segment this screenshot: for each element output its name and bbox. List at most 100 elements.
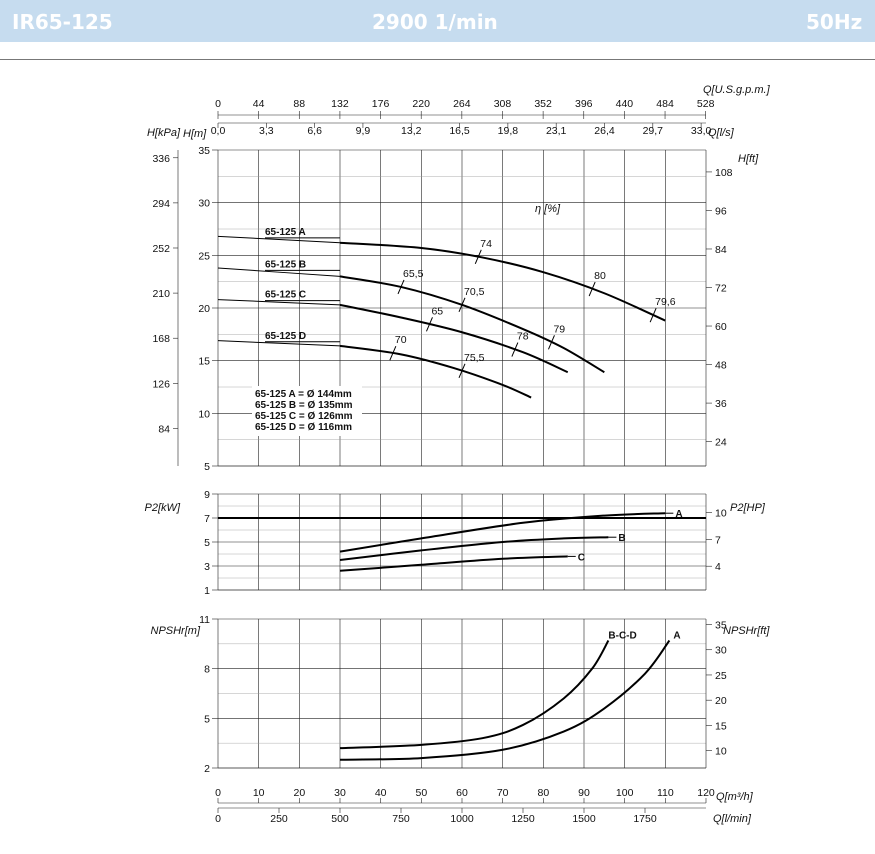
ls-tick-label: 13,2	[401, 125, 422, 137]
ls-tick-label: 29,7	[643, 125, 664, 137]
m3h-tick-label: 50	[415, 787, 427, 799]
npsh-axis-label: NPSHr[m]	[151, 625, 201, 637]
diameter-legend-item: 65-125 A = Ø 144mm	[255, 389, 352, 400]
npsh-ft-tick-label: 15	[715, 720, 727, 732]
frequency-title: 50Hz	[806, 10, 863, 34]
power-ytick-label: 5	[204, 537, 210, 549]
efficiency-tick	[458, 297, 466, 313]
power-curve-B	[339, 536, 609, 561]
npsh-ft-tick-label: 10	[715, 746, 727, 758]
ls-tick-label: 0,0	[211, 125, 226, 137]
hp-tick-label: 10	[715, 508, 727, 520]
efficiency-value: 65	[431, 305, 443, 317]
ls-tick-label: 6,6	[307, 125, 322, 137]
usgpm-tick-label: 396	[575, 98, 593, 110]
efficiency-value: 70	[395, 334, 407, 346]
m3h-tick-label: 30	[334, 787, 346, 799]
diameter-legend-item: 65-125 D = Ø 116mm	[255, 422, 352, 433]
efficiency-label: η [%]	[535, 203, 561, 215]
m3h-tick-label: 70	[497, 787, 509, 799]
npsh-curve-B-C-D	[339, 640, 610, 750]
head-curve-thin-65-125-C	[217, 299, 341, 306]
efficiency-tick	[426, 317, 433, 332]
head-axis-label: H[m]	[183, 128, 207, 140]
ls-tick-label: 26,4	[594, 125, 615, 137]
head-curve-65-125-D	[339, 344, 532, 399]
diameter-legend-box	[252, 386, 362, 436]
ls-axis-label: Q[l/s]	[708, 127, 735, 139]
ft-tick-label: 24	[715, 437, 727, 449]
head-ytick-label-m: 20	[198, 303, 210, 315]
power-curve-A	[339, 512, 666, 553]
power-series-label: C	[578, 552, 585, 563]
ls-tick-label: 23,1	[546, 125, 567, 137]
ft-tick-label: 84	[715, 244, 727, 256]
npsh-series-label: B-C-D	[608, 631, 636, 642]
ls-tick-label: 3,3	[259, 125, 274, 137]
diameter-legend-item: 65-125 C = Ø 126mm	[255, 411, 353, 422]
npsh-ft-tick-label: 30	[715, 645, 727, 657]
m3h-axis-label: Q[m³/h]	[716, 791, 754, 803]
ft-axis-label: H[ft]	[738, 153, 759, 165]
hp-tick-label: 7	[715, 534, 721, 546]
efficiency-value: 75,5	[464, 352, 485, 364]
head-series-label: 65-125 C	[265, 290, 306, 301]
usgpm-tick-label: 44	[253, 98, 265, 110]
m3h-tick-label: 110	[657, 787, 674, 799]
lmin-axis-label: Q[l/min]	[713, 813, 752, 825]
efficiency-tick	[548, 335, 555, 350]
efficiency-tick	[588, 281, 596, 297]
m3h-tick-label: 60	[456, 787, 468, 799]
hp-tick-label: 4	[715, 561, 721, 573]
head-curve-thin-65-125-A	[217, 235, 341, 244]
head-ytick-label-m: 25	[198, 250, 210, 262]
kpa-tick-label: 294	[152, 198, 170, 210]
head-ytick-label-m: 15	[198, 356, 210, 368]
kpa-tick-label: 336	[152, 153, 170, 165]
lmin-tick-label: 0	[215, 813, 221, 825]
ls-tick-label: 33,0	[691, 125, 712, 137]
m3h-tick-label: 10	[253, 787, 265, 799]
m3h-tick-label: 100	[616, 787, 634, 799]
m3h-tick-label: 20	[293, 787, 305, 799]
model-title: IR65-125	[12, 10, 113, 34]
usgpm-tick-label: 484	[656, 98, 674, 110]
efficiency-value: 70,5	[464, 286, 485, 298]
usgpm-axis-label: Q[U.S.g.p.m.]	[703, 84, 771, 96]
kpa-tick-label: 126	[152, 378, 170, 390]
ls-tick-label: 19,8	[498, 125, 519, 137]
ls-tick-label: 16,5	[449, 125, 470, 137]
ft-tick-label: 48	[715, 360, 727, 372]
power-ytick-label: 7	[204, 513, 210, 525]
npsh-curve-A	[339, 639, 671, 761]
efficiency-value: 74	[480, 238, 492, 250]
ls-tick-label: 9,9	[356, 125, 371, 137]
head-curve-thin-65-125-B	[217, 267, 341, 277]
power-series-label: A	[675, 509, 682, 520]
power-ytick-label: 3	[204, 561, 210, 573]
ft-tick-label: 96	[715, 205, 727, 217]
head-series-label: 65-125 A	[265, 227, 306, 238]
ft-tick-label: 72	[715, 283, 727, 295]
head-ytick-label-m: 5	[204, 461, 210, 473]
kpa-tick-label: 210	[152, 288, 170, 300]
usgpm-tick-label: 308	[494, 98, 512, 110]
lmin-tick-label: 500	[331, 813, 349, 825]
m3h-tick-label: 120	[697, 787, 715, 799]
lmin-tick-label: 250	[270, 813, 288, 825]
npsh-ytick-label: 8	[204, 664, 210, 676]
kpa-tick-label: 252	[152, 243, 170, 255]
efficiency-tick	[458, 363, 466, 379]
head-series-label: 65-125 B	[265, 259, 306, 270]
lmin-tick-label: 750	[392, 813, 410, 825]
m3h-tick-label: 90	[578, 787, 590, 799]
m3h-tick-label: 40	[375, 787, 387, 799]
lmin-tick-label: 1500	[572, 813, 596, 825]
usgpm-tick-label: 264	[453, 98, 471, 110]
power-series-label: B	[618, 533, 625, 544]
usgpm-tick-label: 220	[412, 98, 430, 110]
usgpm-tick-label: 0	[215, 98, 221, 110]
efficiency-value: 79,6	[655, 296, 676, 308]
lmin-tick-label: 1250	[511, 813, 535, 825]
head-series-label: 65-125 D	[265, 331, 306, 342]
